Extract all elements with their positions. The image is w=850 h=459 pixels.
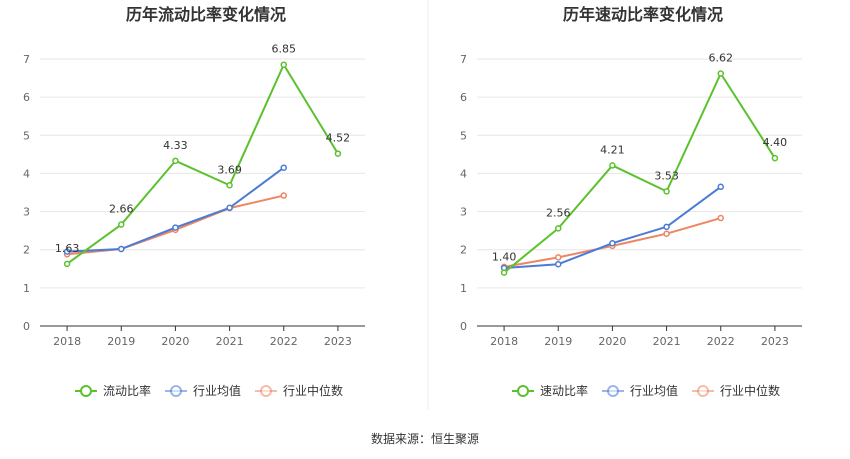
data-point[interactable] <box>280 61 287 68</box>
data-point[interactable] <box>717 70 724 77</box>
data-point[interactable] <box>663 230 670 237</box>
data-point[interactable] <box>334 150 342 157</box>
x-tick-label: 2023 <box>324 335 352 348</box>
legend-item-2[interactable]: 行业均值 <box>602 383 678 398</box>
x-tick-label: 2020 <box>161 335 189 348</box>
y-tick-label: 3 <box>460 206 467 219</box>
legend-swatch-marker <box>80 385 92 397</box>
data-point[interactable] <box>226 182 233 189</box>
data-point[interactable] <box>226 204 233 212</box>
legend-label: 行业中位数 <box>283 383 343 398</box>
y-tick-label: 2 <box>460 244 467 257</box>
data-point[interactable] <box>609 162 616 169</box>
x-tick-label: 2022 <box>707 335 735 348</box>
chart-2: 历年速动比率变化情况 0 1 2 3 4 5 6 7 2018 2019 2020 2021 2022 20… <box>460 5 802 398</box>
data-point[interactable] <box>555 225 562 232</box>
legend-swatch-marker <box>697 385 709 397</box>
y-tick-label: 5 <box>23 129 30 142</box>
legend-item-1[interactable]: 流动比率 <box>75 383 151 398</box>
chart-title: 历年速动比率变化情况 <box>563 5 723 24</box>
data-point[interactable] <box>555 254 562 261</box>
data-label: 4.52 <box>326 132 351 145</box>
y-tick-label: 7 <box>23 53 30 66</box>
data-point[interactable] <box>63 260 71 268</box>
legend-swatch-marker <box>170 385 182 397</box>
legend-label: 速动比率 <box>540 383 588 398</box>
legend-label: 行业均值 <box>193 383 241 398</box>
y-tick-label: 7 <box>460 53 467 66</box>
data-point[interactable] <box>118 245 125 253</box>
x-tick-label: 2019 <box>107 335 135 348</box>
x-tick-label: 2021 <box>216 335 244 348</box>
legend-label: 行业均值 <box>630 383 678 398</box>
chart-1: 历年流动比率变化情况 0 1 2 3 4 5 6 7 2018 2019 2020 2021 2022 20… <box>23 5 365 398</box>
data-label: 1.63 <box>55 242 80 255</box>
y-tick-label: 6 <box>23 91 30 104</box>
series-line-1 <box>66 63 339 265</box>
data-point[interactable] <box>63 248 71 255</box>
data-label: 6.62 <box>709 51 734 64</box>
data-label: 2.66 <box>109 203 134 216</box>
legend-item-3[interactable]: 行业中位数 <box>255 383 343 398</box>
data-point[interactable] <box>172 224 179 231</box>
legend-item-3[interactable]: 行业中位数 <box>692 383 780 398</box>
y-tick-label: 0 <box>460 320 467 333</box>
legend-swatch-marker <box>607 385 619 397</box>
data-label: 3.69 <box>217 163 242 176</box>
y-tick-label: 3 <box>23 206 30 219</box>
data-label: 3.53 <box>654 169 679 182</box>
data-point[interactable] <box>118 221 125 228</box>
source-label: 数据来源：恒生聚源 <box>371 431 479 446</box>
data-point[interactable] <box>609 239 616 247</box>
data-label: 1.40 <box>492 251 517 264</box>
data-point[interactable] <box>771 154 779 162</box>
data-label: 4.33 <box>163 139 188 152</box>
legend-item-1[interactable]: 速动比率 <box>512 383 588 398</box>
data-point[interactable] <box>555 260 562 268</box>
legend-label: 行业中位数 <box>720 383 780 398</box>
data-point[interactable] <box>717 214 724 222</box>
legend-label: 流动比率 <box>103 383 151 398</box>
y-tick-label: 4 <box>460 167 467 180</box>
y-tick-label: 0 <box>23 320 30 333</box>
legend-swatch-marker <box>517 385 529 397</box>
data-label: 4.40 <box>763 136 788 149</box>
chart-title: 历年流动比率变化情况 <box>126 5 286 24</box>
data-point[interactable] <box>172 157 179 165</box>
y-tick-label: 4 <box>23 167 30 180</box>
data-label: 4.21 <box>600 143 625 156</box>
data-label: 2.56 <box>546 206 571 219</box>
x-tick-label: 2019 <box>544 335 572 348</box>
y-tick-label: 2 <box>23 244 30 257</box>
data-label: 6.85 <box>272 43 297 56</box>
data-point[interactable] <box>280 192 287 199</box>
x-tick-label: 2021 <box>653 335 681 348</box>
series-line-1 <box>503 72 776 274</box>
x-tick-label: 2022 <box>270 335 298 348</box>
data-point[interactable] <box>663 188 670 195</box>
y-tick-label: 6 <box>460 91 467 104</box>
legend-swatch-marker <box>260 385 272 397</box>
data-point[interactable] <box>717 183 724 191</box>
data-point[interactable] <box>280 164 287 171</box>
x-tick-label: 2018 <box>53 335 81 348</box>
x-tick-label: 2020 <box>598 335 626 348</box>
x-tick-label: 2023 <box>761 335 789 348</box>
legend-item-2[interactable]: 行业均值 <box>165 383 241 398</box>
y-tick-label: 1 <box>23 282 30 295</box>
y-tick-label: 5 <box>460 129 467 142</box>
data-point[interactable] <box>500 269 508 276</box>
data-point[interactable] <box>663 223 670 231</box>
y-tick-label: 1 <box>460 282 467 295</box>
x-tick-label: 2018 <box>490 335 518 348</box>
